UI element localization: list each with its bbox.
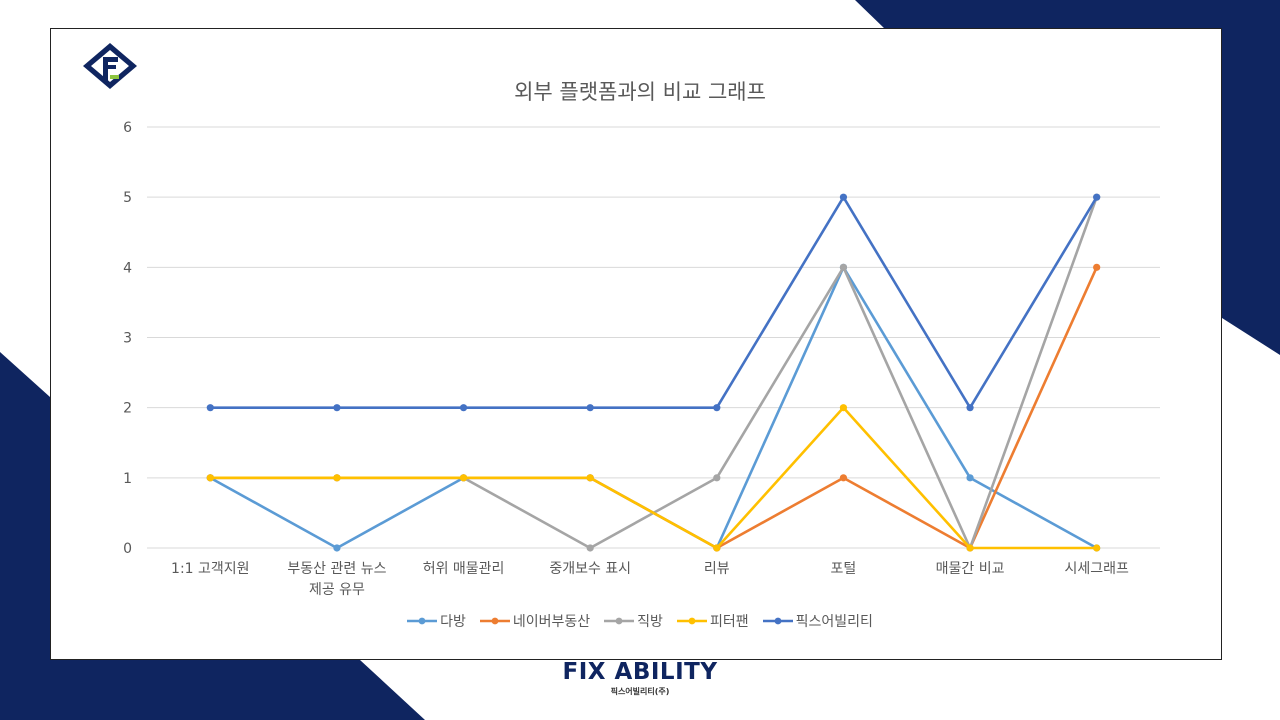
data-point bbox=[966, 474, 974, 482]
data-point bbox=[586, 404, 594, 412]
legend-label: 피터팬 bbox=[709, 614, 749, 630]
series-line bbox=[210, 195, 1098, 409]
y-tick-label: 1 bbox=[123, 471, 132, 487]
chart-title: 외부 플랫폼과의 비교 그래프 bbox=[514, 80, 766, 104]
legend-label: 네이버부동산 bbox=[512, 614, 591, 630]
bottom-left-navy-shape bbox=[0, 352, 425, 720]
brand-subtitle: 픽스어빌리티(주) bbox=[610, 687, 670, 696]
data-point bbox=[333, 544, 341, 552]
y-tick-label: 5 bbox=[123, 190, 132, 206]
data-point bbox=[1093, 263, 1101, 271]
x-tick-label: 제공 유무 bbox=[309, 582, 365, 598]
x-tick-label: 포털 bbox=[831, 561, 857, 577]
data-point bbox=[459, 474, 468, 482]
legend-item: 다방 bbox=[407, 611, 466, 631]
data-point bbox=[206, 404, 214, 412]
legend-label: 직방 bbox=[637, 614, 663, 630]
x-tick-label: 시세그래프 bbox=[1064, 561, 1129, 577]
data-point bbox=[333, 474, 341, 482]
x-tick-label: 부동산 관련 뉴스 bbox=[287, 561, 386, 577]
series-line bbox=[210, 196, 1098, 550]
data-point bbox=[839, 193, 848, 201]
data-point bbox=[713, 544, 721, 552]
legend-label: 다방 bbox=[440, 614, 466, 630]
legend-item: 피터팬 bbox=[676, 611, 749, 631]
top-right-navy-shape bbox=[855, 0, 1280, 355]
y-tick-label: 2 bbox=[123, 401, 132, 417]
series-line bbox=[210, 406, 1097, 550]
legend-swatch bbox=[604, 617, 635, 625]
y-tick-label: 3 bbox=[123, 331, 132, 347]
legend-item: 직방 bbox=[604, 611, 663, 631]
y-tick-label: 6 bbox=[123, 120, 132, 136]
data-point bbox=[459, 404, 468, 412]
legend-item: 픽스어빌리티 bbox=[762, 611, 873, 631]
x-tick-label: 매물간 비교 bbox=[936, 561, 1005, 577]
y-tick-label: 4 bbox=[123, 260, 132, 276]
data-point bbox=[206, 474, 214, 482]
brand-name: FIX ABILITY bbox=[562, 659, 718, 685]
data-point bbox=[966, 544, 974, 552]
legend-swatch bbox=[676, 617, 707, 625]
chart-legend: 다방 네이버부동산 직방 피터팬 픽스어빌리티 bbox=[0, 611, 1280, 631]
x-tick-label: 허위 매물관리 bbox=[423, 561, 505, 577]
data-point bbox=[839, 474, 848, 482]
data-point bbox=[1093, 193, 1101, 201]
legend-item: 네이버부동산 bbox=[479, 611, 591, 631]
legend-swatch bbox=[762, 617, 793, 625]
legend-swatch bbox=[407, 617, 438, 625]
legend-label: 픽스어빌리티 bbox=[795, 614, 873, 630]
chart-card bbox=[50, 28, 1222, 660]
data-point bbox=[1093, 544, 1101, 552]
fix-ability-logo-icon bbox=[83, 43, 137, 89]
data-point bbox=[713, 474, 721, 482]
x-tick-label: 리뷰 bbox=[704, 561, 730, 577]
data-point bbox=[713, 404, 721, 412]
legend-swatch bbox=[479, 617, 510, 625]
data-point bbox=[333, 404, 341, 412]
data-point bbox=[966, 404, 974, 412]
data-point bbox=[839, 263, 848, 271]
data-point bbox=[839, 404, 848, 412]
data-point bbox=[586, 544, 594, 552]
y-tick-label: 0 bbox=[123, 541, 132, 557]
data-point bbox=[586, 474, 594, 482]
x-tick-label: 1:1 고객지원 bbox=[171, 561, 250, 577]
brand-footer: FIX ABILITY 픽스어빌리티(주) bbox=[0, 659, 1280, 697]
x-tick-label: 중개보수 표시 bbox=[549, 561, 631, 577]
